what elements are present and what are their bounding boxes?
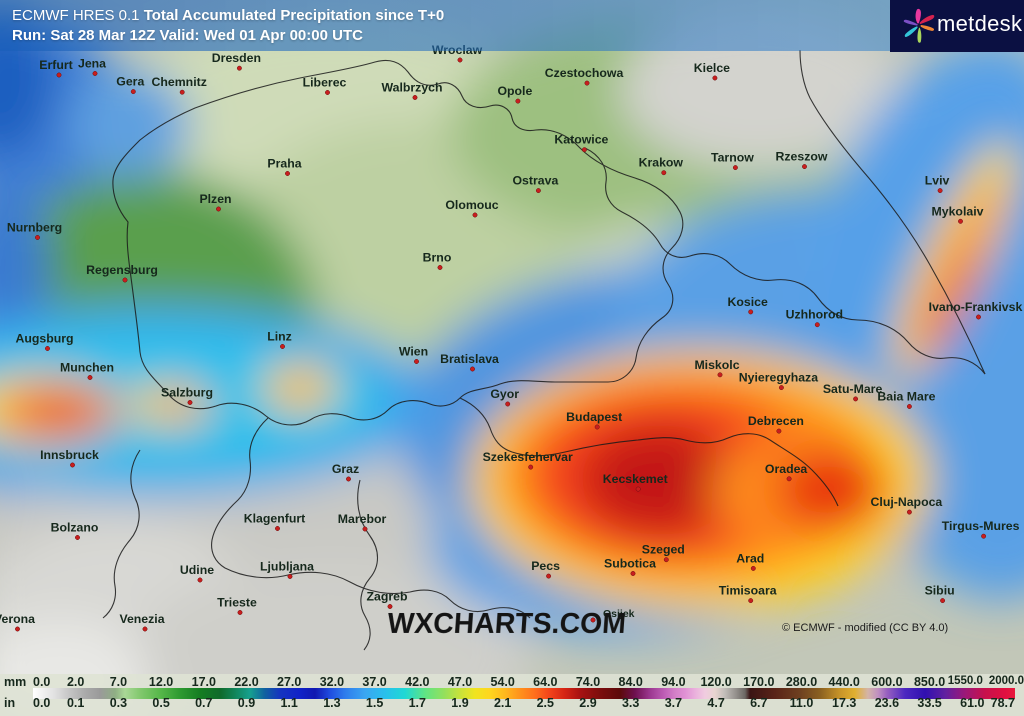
svg-text:Cluj-Napoca: Cluj-Napoca	[871, 495, 943, 509]
svg-text:Salzburg: Salzburg	[161, 386, 213, 400]
svg-text:Rzeszow: Rzeszow	[776, 150, 828, 164]
svg-text:Katowice: Katowice	[554, 133, 608, 147]
svg-text:Gyor: Gyor	[490, 387, 519, 401]
svg-text:Graz: Graz	[332, 462, 359, 476]
svg-text:Kosice: Kosice	[728, 295, 768, 309]
svg-text:Ljubljana: Ljubljana	[260, 560, 314, 574]
svg-text:Plzen: Plzen	[199, 192, 231, 206]
svg-text:Ivano-Frankivsk: Ivano-Frankivsk	[929, 300, 1023, 314]
svg-text:Walbrzych: Walbrzych	[381, 81, 442, 95]
svg-text:Bratislava: Bratislava	[440, 352, 499, 366]
svg-text:Krakow: Krakow	[639, 156, 684, 170]
svg-text:Bolzano: Bolzano	[51, 521, 99, 535]
svg-text:Chemnitz: Chemnitz	[152, 75, 207, 89]
svg-text:Opole: Opole	[497, 84, 532, 98]
svg-text:Erfurt: Erfurt	[39, 58, 72, 72]
svg-text:Praha: Praha	[267, 157, 301, 171]
svg-text:Udine: Udine	[180, 563, 214, 577]
svg-text:Trieste: Trieste	[217, 596, 257, 610]
svg-text:Ostrava: Ostrava	[512, 174, 558, 188]
svg-text:Lviv: Lviv	[925, 174, 950, 188]
svg-text:Linz: Linz	[267, 330, 292, 344]
svg-text:Zagreb: Zagreb	[367, 590, 408, 604]
svg-text:Kielce: Kielce	[694, 61, 730, 75]
svg-text:Tirgus-Mures: Tirgus-Mures	[942, 519, 1020, 533]
svg-text:Budapest: Budapest	[566, 410, 622, 424]
svg-text:Kecskemet: Kecskemet	[603, 472, 668, 486]
svg-text:Brno: Brno	[423, 251, 452, 265]
svg-text:Nyieregyhaza: Nyieregyhaza	[739, 371, 818, 385]
svg-text:Venezia: Venezia	[119, 612, 164, 626]
svg-text:Marebor: Marebor	[338, 512, 387, 526]
svg-text:Czestochowa: Czestochowa	[545, 66, 624, 80]
svg-text:Debrecen: Debrecen	[748, 414, 804, 428]
svg-text:Uzhhorod: Uzhhorod	[786, 308, 843, 322]
svg-text:Dresden: Dresden	[212, 51, 261, 65]
svg-text:Timisoara: Timisoara	[719, 584, 777, 598]
svg-text:Jena: Jena	[78, 57, 106, 71]
svg-text:Baia Mare: Baia Mare	[877, 390, 935, 404]
svg-text:Satu-Mare: Satu-Mare	[823, 382, 883, 396]
svg-text:Pecs: Pecs	[531, 559, 560, 573]
svg-text:Olomouc: Olomouc	[445, 198, 498, 212]
svg-text:Wien: Wien	[399, 345, 428, 359]
svg-text:Liberec: Liberec	[303, 76, 347, 90]
svg-text:Munchen: Munchen	[60, 361, 114, 375]
svg-text:Arad: Arad	[736, 551, 764, 565]
svg-text:Innsbruck: Innsbruck	[40, 448, 99, 462]
svg-text:Gera: Gera	[116, 75, 144, 89]
svg-text:Nurnberg: Nurnberg	[7, 221, 62, 235]
svg-text:Oradea: Oradea	[765, 462, 808, 476]
svg-text:Miskolc: Miskolc	[694, 358, 739, 372]
svg-text:Regensburg: Regensburg	[86, 263, 158, 277]
svg-text:Tarnow: Tarnow	[711, 151, 754, 165]
svg-text:Klagenfurt: Klagenfurt	[244, 512, 306, 526]
svg-text:Mykolaiv: Mykolaiv	[932, 204, 984, 218]
svg-text:Szekesfehervar: Szekesfehervar	[483, 450, 573, 464]
svg-text:Subotica: Subotica	[604, 557, 656, 571]
svg-text:Verona: Verona	[0, 612, 35, 626]
svg-text:Augsburg: Augsburg	[15, 332, 73, 346]
svg-text:Sibiu: Sibiu	[925, 584, 955, 598]
svg-text:Szeged: Szeged	[642, 543, 685, 557]
